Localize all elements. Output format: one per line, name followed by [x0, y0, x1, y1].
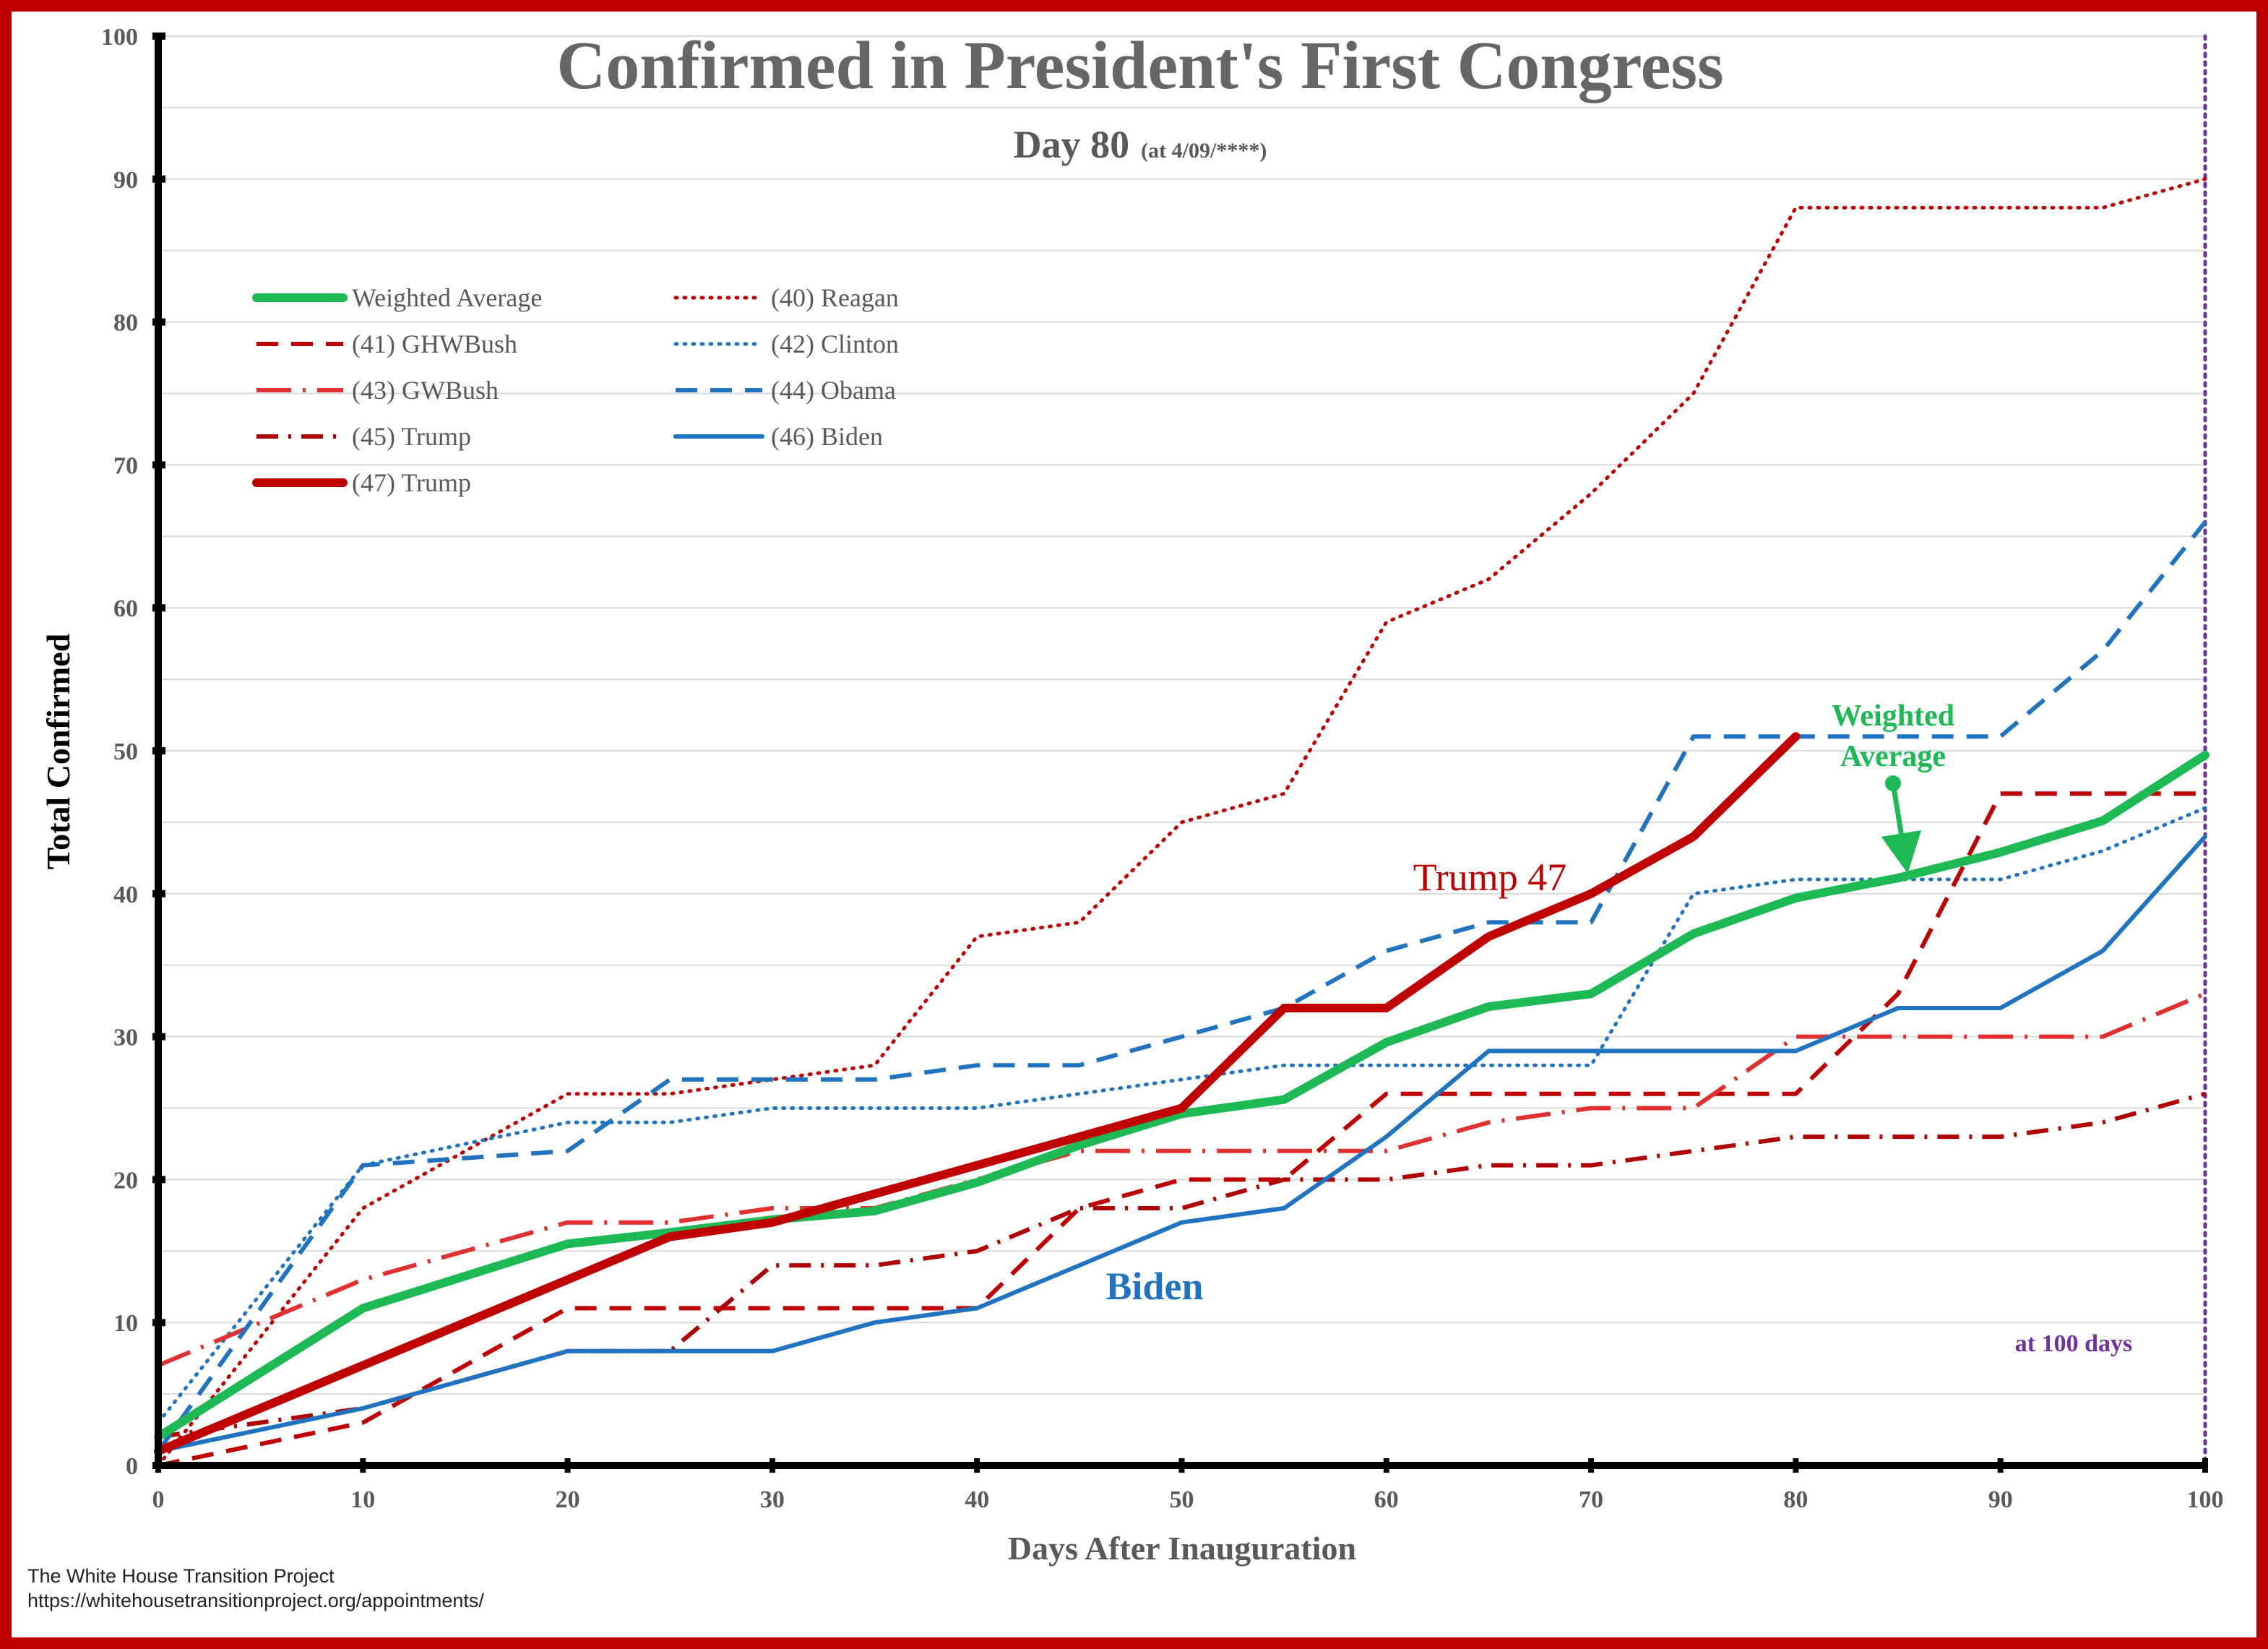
x-tick-label: 50: [1170, 1486, 1194, 1513]
y-tick-label: 70: [113, 452, 138, 479]
series-lines: [154, 177, 2209, 1468]
y-axis-label: Total Confirmed: [40, 633, 77, 869]
legend-label-46-biden: (46) Biden: [771, 422, 883, 451]
y-tick-label: 60: [113, 595, 138, 622]
series-line-43-gwbush: [157, 991, 2207, 1368]
axes: [152, 33, 2208, 1473]
y-tick-label: 90: [113, 167, 138, 194]
x-tick-label: 100: [2187, 1486, 2224, 1513]
y-tick-label: 40: [113, 882, 138, 908]
footer-url[interactable]: https://whitehousetransitionproject.org/…: [27, 1590, 484, 1611]
y-tick-label: 30: [113, 1025, 138, 1051]
annotation-biden: Biden: [1105, 1265, 1203, 1308]
series-line-45-trump: [158, 1091, 2206, 1439]
legend: Weighted Average (41) GHWBush (43) GWBush (…: [252, 283, 899, 497]
annotation-trump47: Trump 47: [1413, 856, 1567, 899]
x-axis-label: Days After Inauguration: [1008, 1530, 1356, 1567]
annotation-weighted-line1: Weighted: [1832, 699, 1954, 733]
x-tick-label: 80: [1783, 1486, 1808, 1513]
y-tick-label: 50: [113, 739, 138, 765]
x-tick-label: 60: [1374, 1486, 1399, 1513]
legend-label-47-trump: (47) Trump: [352, 468, 471, 497]
legend-label-44-obama: (44) Obama: [771, 376, 896, 405]
tick-labels: 0 10 20 30 40 50 60 70 80 90 100 0 10 20 30 40 50 60 70 80 9…: [101, 24, 2224, 1513]
series-line-weighted-average: [154, 750, 2209, 1442]
series-line-40-reagan: [156, 177, 2207, 1468]
x-tick-label: 20: [556, 1486, 580, 1513]
legend-label-weighted-average: Weighted Average: [352, 283, 542, 312]
y-tick-label: 100: [101, 24, 138, 51]
series-line-46-biden: [156, 834, 2207, 1454]
subtitle-day: Day 80: [1014, 123, 1130, 166]
x-tick-label: 10: [350, 1486, 375, 1513]
x-tick-label: 40: [965, 1486, 989, 1513]
y-tick-label: 20: [113, 1167, 138, 1194]
x-tick-label: 0: [152, 1486, 165, 1513]
weighted-pointer-arrow: [1881, 783, 1921, 874]
subtitle-note: (at 4/09/****): [1141, 139, 1267, 163]
legend-label-41-ghwbush: (41) GHWBush: [352, 330, 517, 358]
series-line-47-trump: [154, 732, 1801, 1456]
legend-label-45-trump: (45) Trump: [352, 422, 471, 451]
x-tick-label: 70: [1579, 1486, 1603, 1513]
annotation-hundred-days: at 100 days: [2015, 1330, 2132, 1357]
x-tick-label: 90: [1988, 1486, 2013, 1513]
footer-source: The White House Transition Project: [27, 1565, 335, 1587]
x-tick-label: 30: [760, 1486, 785, 1513]
chart-subtitle: Day 80 (at 4/09/****): [1014, 123, 1267, 166]
legend-label-43-gwbush: (43) GWBush: [352, 376, 499, 405]
legend-label-40-reagan: (40) Reagan: [771, 283, 899, 312]
y-tick-label: 10: [113, 1310, 138, 1337]
series-line-44-obama: [156, 520, 2207, 1452]
y-tick-label: 0: [126, 1453, 138, 1480]
chart-title: Confirmed in President's First Congress: [556, 28, 1723, 103]
annotation-weighted-line2: Average: [1840, 740, 1946, 773]
series-line-41-ghwbush: [158, 791, 2205, 1468]
y-tick-label: 80: [113, 310, 138, 337]
legend-label-42-clinton: (42) Clinton: [771, 330, 899, 358]
